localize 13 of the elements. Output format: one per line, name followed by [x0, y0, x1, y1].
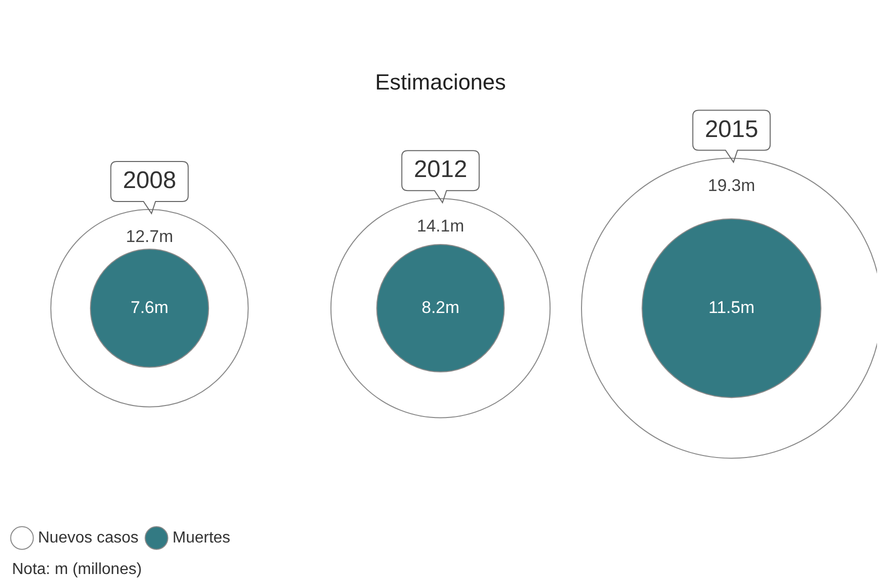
- category-label: 2015: [704, 116, 758, 143]
- category-label: 2012: [414, 156, 468, 184]
- text: Nota: m (millones): [12, 561, 142, 578]
- data-label: 8.2m: [422, 298, 460, 317]
- category-label: 2008: [122, 167, 176, 194]
- text: Estimaciones: [375, 69, 506, 94]
- legend-label: Nuevos casos: [38, 529, 138, 546]
- data-label: 12.7m: [126, 227, 174, 246]
- data-label: 14.1m: [416, 216, 464, 236]
- legend-label: Muertes: [172, 529, 230, 546]
- data-label: 19.3m: [708, 176, 756, 195]
- data-label: 11.5m: [708, 298, 754, 317]
- data-label: 7.6m: [130, 298, 168, 317]
